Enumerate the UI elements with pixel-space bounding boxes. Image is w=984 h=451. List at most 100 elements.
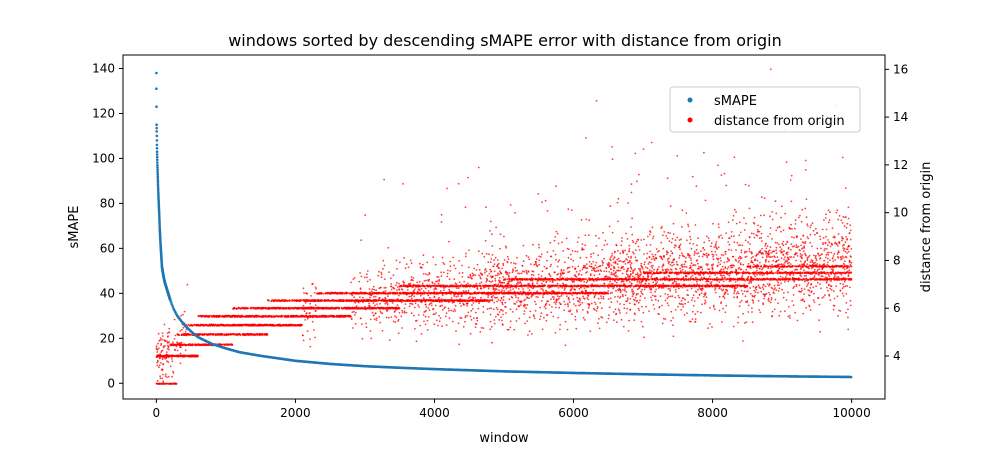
distance-point [444,306,447,308]
distance-point [378,315,381,318]
distance-point [161,349,164,352]
distance-point [359,272,361,274]
distance-point [374,295,377,298]
distance-point [162,363,165,365]
distance-point [493,263,496,265]
distance-point [447,307,450,310]
distance-point [490,258,493,260]
distance-point [414,292,416,295]
distance-point [491,245,494,247]
distance-point [427,307,430,309]
distance-point [501,289,503,292]
distance-point [439,305,442,307]
distance-point [380,273,383,276]
distance-point [462,325,465,328]
distance-point [446,275,449,278]
distance-point [437,282,440,285]
distance-point [482,305,485,308]
distance-point [426,319,429,322]
distance-point [461,276,464,278]
distance-point [400,315,403,318]
distance-point [378,270,380,273]
distance-point [371,288,374,291]
distance-point [493,270,496,273]
distance-point [486,278,489,281]
distance-point [489,313,492,316]
distance-point [302,339,305,342]
distance-point [472,297,475,300]
distance-point [483,255,486,258]
distance-point [338,308,341,310]
distance-point [239,334,242,336]
distance-point [390,283,393,285]
distance-point [189,333,191,336]
distance-point [471,277,473,280]
distance-point [401,327,404,329]
distance-point [445,324,448,326]
distance-point [498,311,501,313]
distance-point [458,259,461,262]
distance-point [489,328,492,331]
distance-point [484,271,486,274]
distance-point [502,264,505,267]
distance-point [358,280,361,283]
distance-point [441,256,444,259]
distance-point [493,319,496,321]
distance-point [469,332,472,335]
distance-point [179,362,182,365]
distance-point [382,259,385,262]
distance-point [482,311,485,314]
distance-point [397,318,400,321]
distance-point [403,282,406,284]
distance-point [441,294,444,297]
distance-point [497,283,500,286]
distance-point [303,292,305,294]
distance-point [373,295,375,298]
distance-point [418,280,421,283]
distance-point [460,305,462,308]
distance-point [497,262,500,265]
distance-point [305,312,308,314]
distance-point [396,281,398,284]
distance-point [475,269,478,271]
distance-point [159,337,162,339]
distance-point [476,319,479,322]
distance-point [168,331,171,334]
distance-point [412,277,415,279]
distance-point [167,361,170,364]
distance-point [430,304,433,307]
distance-point [461,264,463,267]
distance-point [369,279,371,281]
distance-point [489,320,492,323]
distance-point [302,287,305,290]
distance-point [499,280,502,282]
distance-point [166,360,168,363]
distance-point [395,259,398,262]
distance-point [458,343,461,346]
distance-point [499,233,502,236]
distance-point [354,322,357,325]
distance-point [491,298,494,301]
distance-point [394,315,396,317]
distance-point [498,273,500,276]
distance-point [438,314,440,317]
distance-point [384,290,387,292]
distance-point [359,287,362,290]
distance-points [155,68,853,385]
distance-point [394,321,397,324]
distance-point [359,296,361,298]
distance-point [469,315,472,318]
distance-point [464,316,467,319]
distance-point [401,288,404,291]
distance-point [365,326,368,329]
distance-point [361,337,364,340]
distance-point [478,274,480,277]
distance-point [408,295,411,298]
distance-point [382,267,384,270]
distance-point [410,262,413,265]
distance-point [439,317,442,319]
distance-point [360,275,363,278]
distance-point [488,307,491,310]
distance-point [155,345,158,348]
distance-point [322,292,325,295]
